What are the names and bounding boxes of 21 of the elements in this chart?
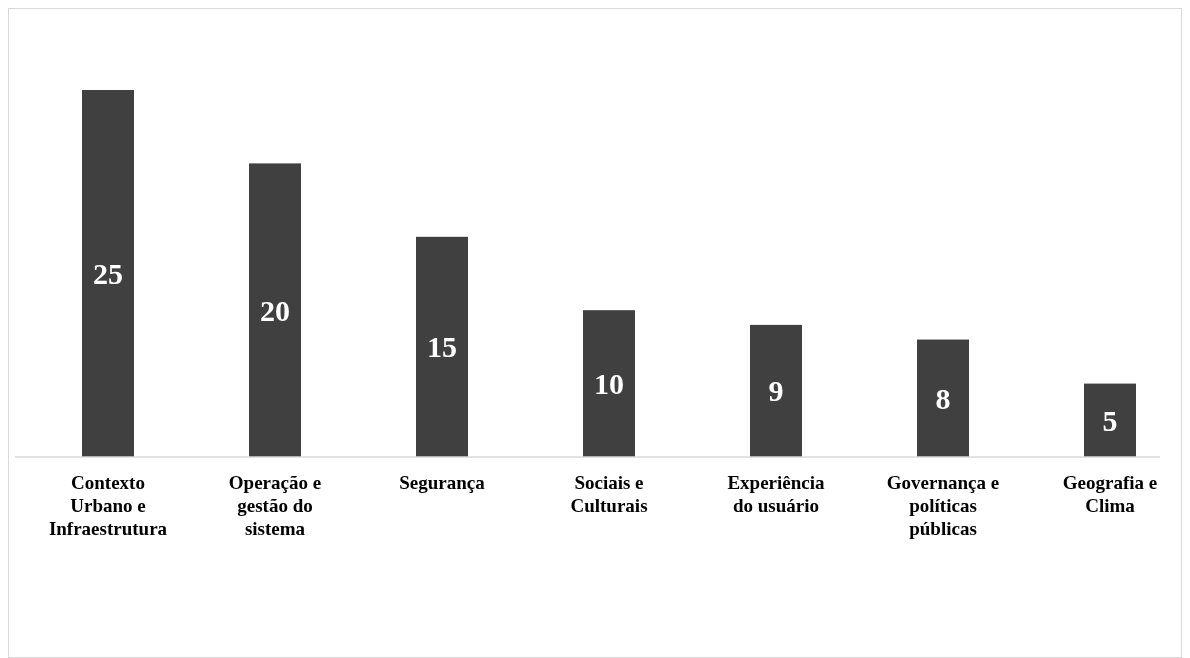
data-label: 5 <box>1102 403 1118 437</box>
data-label: 25 <box>93 257 123 290</box>
data-label: 15 <box>427 330 457 364</box>
bar <box>249 163 301 457</box>
bar <box>1084 383 1136 457</box>
data-label: 20 <box>260 293 290 327</box>
bar <box>416 236 468 457</box>
x-tick-label: Contexto Urbano e Infraestrutura <box>48 472 168 539</box>
x-tick-label: Geografia e Clima <box>1062 472 1158 516</box>
data-label: 9 <box>768 374 784 408</box>
bar <box>917 339 969 457</box>
data-label: 8 <box>935 381 951 415</box>
bar <box>82 90 134 457</box>
x-tick-label: Experiência do usuário <box>727 472 826 516</box>
x-tick-label: Sociais e Culturais <box>570 472 648 516</box>
x-tick-label: Operação e gestão do sistema <box>228 472 322 539</box>
data-label: 10 <box>594 367 624 401</box>
x-tick-label: Governança e políticas públicas <box>886 472 1000 539</box>
x-tick-label: Segurança <box>399 472 486 493</box>
bar <box>750 324 802 457</box>
bar <box>583 310 635 457</box>
